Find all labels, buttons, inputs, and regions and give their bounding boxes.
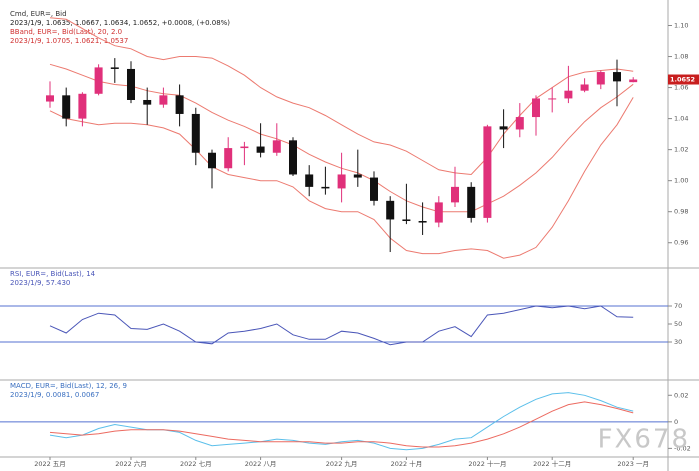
y-tick-label: 0.98: [674, 208, 688, 216]
watermark: FX678: [598, 425, 690, 455]
y-tick-label: 1.08: [674, 53, 688, 61]
series-line: [49, 305, 634, 346]
candle-body: [289, 140, 297, 175]
candle-body: [305, 174, 314, 187]
candle-body: [62, 95, 71, 119]
candle-body: [208, 152, 216, 169]
candle-body: [175, 95, 184, 114]
y-tick-label: 1.06: [674, 84, 688, 92]
candle-body: [532, 98, 540, 118]
y-tick-label: 70: [674, 302, 682, 310]
candle-body: [224, 148, 233, 169]
candle-body: [418, 221, 427, 223]
panel-label: 2023/1/9, 57.430: [10, 279, 70, 287]
x-tick-label: 2022 十二月: [533, 459, 571, 468]
panel-label: 2023/1/9, 1.0705, 1.0621, 1.0537: [10, 37, 128, 45]
candle-body: [596, 72, 605, 85]
x-tick-label: 2022 七月: [180, 459, 212, 468]
candle-body: [337, 174, 346, 189]
candle-body: [564, 90, 573, 99]
candle-body: [191, 113, 200, 153]
y-tick-label: 30: [674, 338, 682, 346]
candle-body: [94, 67, 103, 94]
candle-body: [272, 140, 281, 153]
x-tick-label: 2022 五月: [34, 460, 66, 468]
candle-body: [240, 146, 249, 149]
series-line: [49, 401, 634, 448]
candle-body: [127, 68, 135, 100]
x-tick-label: 2022 八月: [245, 460, 277, 468]
candle-body: [386, 200, 395, 220]
candle-body: [483, 126, 492, 218]
x-tick-label: 2022 六月: [115, 459, 147, 468]
y-tick-label: 1.00: [674, 177, 688, 185]
candle-body: [515, 117, 524, 130]
candle-body: [629, 79, 638, 83]
price-tag: 1.0652: [670, 76, 695, 84]
candle-body: [499, 126, 508, 130]
candle-body: [467, 186, 476, 218]
candle-body: [110, 67, 119, 69]
y-tick-label: 0.02: [674, 391, 688, 399]
panel-label: MACD, EUR=, Bid(Last), 12, 26, 9: [10, 382, 127, 390]
candle-body: [46, 95, 54, 102]
y-tick-label: 1.10: [674, 22, 688, 30]
candle-body: [402, 219, 411, 222]
price-tag-bg: [668, 74, 699, 85]
candle-body: [451, 186, 459, 203]
candle-body: [159, 95, 168, 105]
x-tick-label: 2022 十月: [391, 459, 423, 468]
candle-body: [321, 186, 330, 189]
candle-body: [353, 174, 362, 178]
candle-body: [548, 98, 557, 100]
x-tick-label: 2023 一月: [617, 460, 649, 468]
y-tick-label: -0.02: [674, 444, 691, 452]
candle-body: [78, 93, 87, 119]
y-tick-label: 50: [674, 320, 682, 328]
panel-label: Cmd, EUR=, Bid: [10, 10, 67, 18]
panel-label: 2023/1/9, 0.0081, 0.0067: [10, 391, 99, 399]
panel-label: RSI, EUR=, Bid(Last), 14: [10, 270, 96, 278]
candle-body: [370, 177, 378, 201]
candle-body: [256, 146, 265, 153]
y-tick-label: 1.02: [674, 146, 688, 154]
x-tick-label: 2022 十一月: [468, 459, 506, 468]
candle-body: [580, 84, 589, 91]
panel-label: 2023/1/9, 1.0635, 1.0667, 1.0634, 1.0652…: [10, 19, 230, 27]
panel-label: BBand, EUR=, Bid(Last), 20, 2.0: [10, 28, 122, 36]
y-tick-label: 1.04: [674, 115, 688, 123]
candle-body: [613, 72, 621, 82]
candle-body: [434, 202, 443, 223]
y-tick-label: 0: [674, 418, 678, 426]
x-tick-label: 2022 九月: [326, 459, 358, 468]
y-tick-label: 0.96: [674, 239, 688, 247]
candle-body: [143, 99, 152, 105]
